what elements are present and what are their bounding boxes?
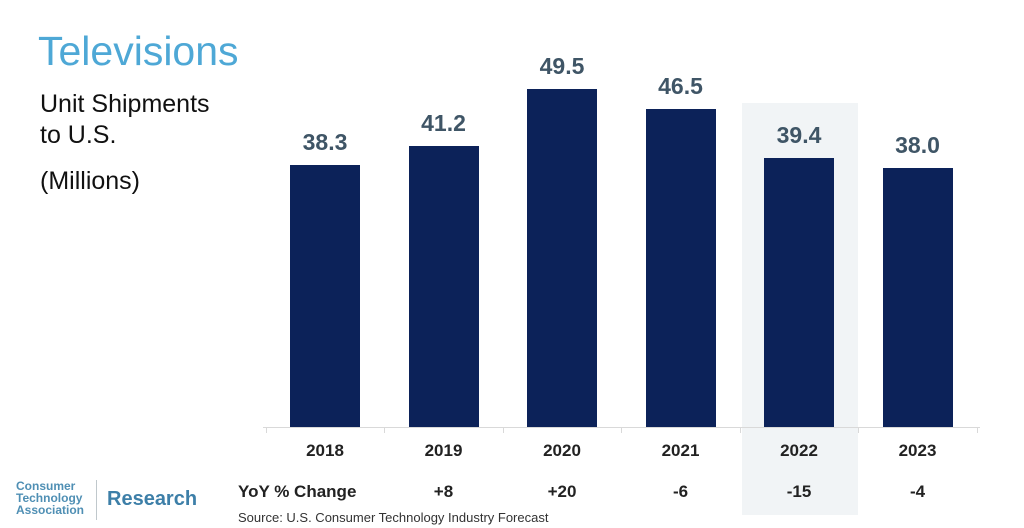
axis-tick xyxy=(621,427,623,433)
yoy-value-2022: -15 xyxy=(786,482,812,501)
units-label: (Millions) xyxy=(40,167,140,195)
value-label-2019: 41.2 xyxy=(421,109,466,136)
logo-divider xyxy=(96,480,97,520)
category-label-2020: 2020 xyxy=(543,441,581,460)
category-label-2022: 2022 xyxy=(780,441,818,460)
yoy-value-2019: +8 xyxy=(433,482,454,501)
subtitle-line-2: to U.S. xyxy=(40,121,117,149)
cta-logo: Consumer Technology Association xyxy=(16,480,84,516)
bar-2023 xyxy=(882,167,953,427)
yoy-label: YoY % Change xyxy=(238,482,357,501)
logo-line-1: Consumer xyxy=(16,479,76,493)
yoy-value-2023: -4 xyxy=(909,482,926,501)
value-label-2018: 38.3 xyxy=(302,129,348,156)
bar-2021 xyxy=(645,109,716,427)
category-label-2021: 2021 xyxy=(661,441,700,460)
value-label-2021: 46.5 xyxy=(658,73,703,100)
bar-2018 xyxy=(290,165,360,427)
yoy-value-2020: +20 xyxy=(547,482,577,501)
category-label-2023: 2023 xyxy=(898,441,937,460)
subtitle-line-1: Unit Shipments xyxy=(40,90,210,118)
category-label-2019: 2019 xyxy=(424,441,463,460)
category-label-2018: 2018 xyxy=(306,441,344,460)
chart-title: Televisions xyxy=(38,28,239,74)
bar-2022 xyxy=(764,157,834,427)
logo-research: Research xyxy=(107,488,198,510)
yoy-value-2021: -6 xyxy=(672,482,689,501)
source-note: Source: U.S. Consumer Technology Industr… xyxy=(238,510,549,525)
bar-2020 xyxy=(527,89,597,427)
logo-line-3: Association xyxy=(16,503,85,517)
axis-tick xyxy=(858,427,860,433)
bar-2019 xyxy=(408,145,479,427)
value-label-2020: 49.5 xyxy=(539,53,585,79)
value-label-2023: 38.0 xyxy=(895,131,940,158)
chart-subtitle: Unit Shipments to U.S. xyxy=(40,89,210,151)
axis-tick xyxy=(384,427,386,433)
axis-tick xyxy=(265,427,267,433)
axis-tick xyxy=(502,427,504,433)
value-label-2022: 39.4 xyxy=(776,121,822,148)
axis-tick xyxy=(739,427,741,433)
logo-line-2: Technology xyxy=(16,491,83,505)
axis-tick xyxy=(976,427,978,433)
x-axis-line xyxy=(263,427,980,428)
